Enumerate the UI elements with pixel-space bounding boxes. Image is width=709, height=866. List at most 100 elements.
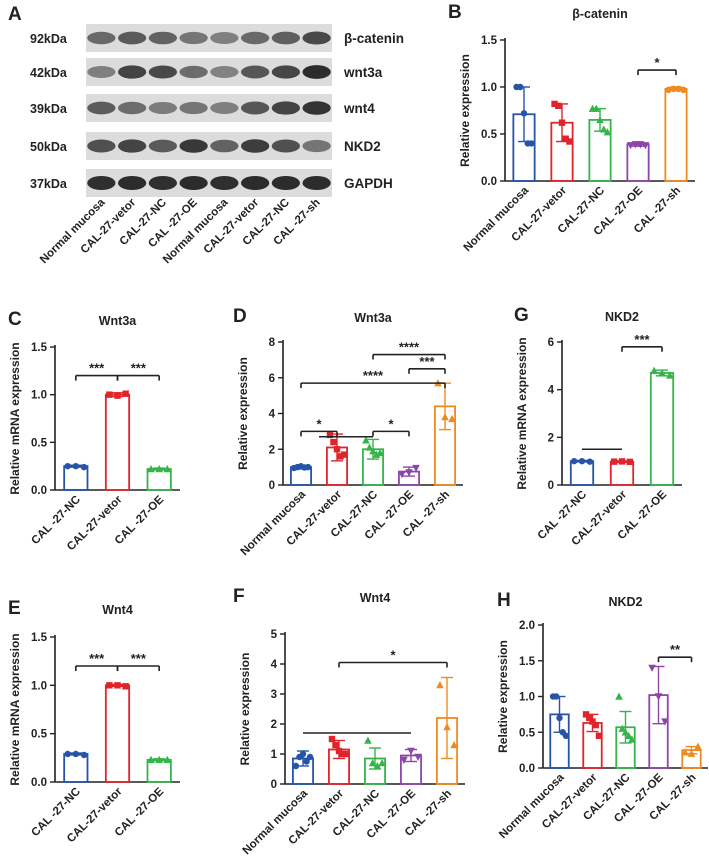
data-point [670,85,677,93]
data-point [570,457,578,465]
blot-band [179,101,208,115]
blot-band [302,31,331,45]
y-tick-label: 2 [548,432,554,444]
significance-label: *** [131,361,147,376]
data-point [122,390,129,397]
chart-title: Wnt4 [360,591,391,605]
panel-label-f: F [233,586,245,607]
data-point [364,736,372,744]
chart-panel-e: E Wnt4 0.0 0.5 1.0 1.5 Relative mRNA expressio… [8,598,180,845]
data-point [328,735,336,743]
chart-title: NKD2 [605,310,639,324]
data-point [332,741,339,749]
data-point [556,714,563,722]
category-label: Normal mucosa [239,488,309,558]
blot-band [271,139,301,153]
data-point [641,142,650,150]
y-tick-label: 0.5 [31,437,48,449]
y-tick-label: 1.0 [31,390,47,402]
y-tick-label: 0.0 [519,763,535,775]
data-point [555,102,562,109]
blot-band [210,102,239,114]
blot-band [210,176,239,190]
data-point [665,86,672,94]
data-point [72,462,80,470]
protein-label: NKD2 [344,139,381,154]
blot-band [87,66,116,78]
chart-panel-d: D Wnt3a 0 2 4 6 8 Relative expression Normal muc… [233,306,463,558]
blot-band [240,139,270,153]
data-point [163,465,172,473]
y-tick-label: 6 [269,373,275,385]
data-point [648,664,656,672]
data-point [64,750,71,758]
significance-label: **** [399,340,420,355]
data-point [578,457,586,465]
data-point [528,140,535,147]
bar [609,460,635,486]
blot-band [117,65,147,79]
data-point [405,469,413,477]
data-point [414,753,422,761]
blot-band [117,176,147,190]
bar [664,87,688,182]
blot-band [240,31,270,45]
panel-label-b: B [448,2,462,23]
data-point [694,742,702,750]
data-point [147,465,155,473]
data-point [342,750,350,758]
blot-band [87,139,116,153]
data-point [666,371,674,379]
protein-label: wnt3a [343,65,383,80]
panel-label-g: G [514,305,529,326]
y-axis-label: Relative mRNA expression [8,633,22,785]
western-blot-panel: A 92kDa β-catenin 42kDa wnt3a 39kDa wnt4 50kDa N… [8,4,404,266]
data-point [106,391,113,398]
y-axis-label: Relative expression [238,653,252,766]
y-tick-label: 1.0 [519,692,535,704]
data-point [520,110,528,117]
panel-label-a: A [8,4,22,25]
blot-band [148,101,178,115]
data-point [299,750,307,758]
data-point [517,83,524,91]
data-point [553,693,560,700]
chart-panel-c: C Wnt3a 0.0 0.5 1.0 1.5 Relative mRNA expressi… [8,309,180,553]
y-tick-label: 4 [548,385,555,397]
y-tick-label: 0.0 [481,176,497,188]
blot-band [148,176,178,190]
significance-label: *** [89,651,105,666]
data-point [72,750,80,758]
y-axis-label: Relative mRNA expression [8,342,22,494]
data-point [155,755,163,763]
y-tick-label: 4 [271,659,278,671]
blot-band [148,65,178,79]
blot-band [271,176,301,190]
y-axis-label: Relative expression [458,54,472,167]
data-point [304,463,312,471]
data-point [362,436,370,444]
data-point [106,682,113,689]
data-point [675,85,682,93]
data-point [687,749,696,757]
data-point [618,724,627,732]
blot-band [117,31,147,45]
data-point [292,762,300,770]
significance-label: * [316,416,322,431]
data-point [680,86,687,94]
data-point [621,728,630,736]
y-tick-label: 1.5 [481,35,498,47]
data-point [407,747,415,755]
chart-title: Wnt3a [354,311,393,325]
y-tick-label: 2.0 [519,620,535,632]
blot-band [117,101,147,115]
data-point [661,718,669,726]
data-point [592,721,599,729]
blot-band [210,32,239,44]
data-point [303,758,310,765]
significance-label: ** [670,642,681,657]
data-point [650,366,658,374]
blot-band [179,176,208,190]
data-point [586,458,594,465]
